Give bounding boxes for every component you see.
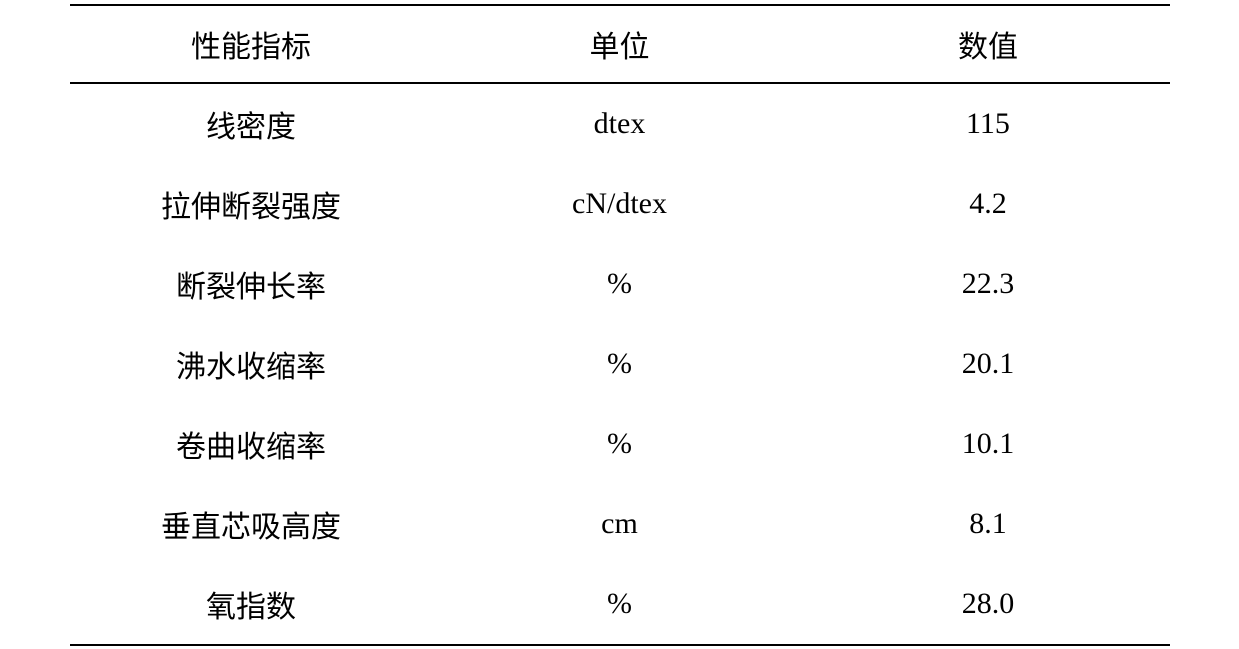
cell-value: 115 — [807, 83, 1170, 164]
cell-property: 沸水收缩率 — [70, 324, 433, 404]
cell-property: 卷曲收缩率 — [70, 404, 433, 484]
header-property: 性能指标 — [70, 5, 433, 83]
cell-value: 4.2 — [807, 164, 1170, 244]
table-row: 断裂伸长率 % 22.3 — [70, 244, 1170, 324]
header-unit: 单位 — [433, 5, 807, 83]
table-row: 垂直芯吸高度 cm 8.1 — [70, 484, 1170, 564]
table-header-row: 性能指标 单位 数值 — [70, 5, 1170, 83]
cell-unit: % — [433, 404, 807, 484]
cell-value: 10.1 — [807, 404, 1170, 484]
header-value: 数值 — [807, 5, 1170, 83]
properties-table-container: 性能指标 单位 数值 线密度 dtex 115 拉伸断裂强度 cN/dtex 4… — [70, 4, 1170, 646]
cell-value: 28.0 — [807, 564, 1170, 645]
table-row: 卷曲收缩率 % 10.1 — [70, 404, 1170, 484]
properties-table: 性能指标 单位 数值 线密度 dtex 115 拉伸断裂强度 cN/dtex 4… — [70, 4, 1170, 646]
cell-property: 断裂伸长率 — [70, 244, 433, 324]
cell-unit: % — [433, 244, 807, 324]
cell-property: 氧指数 — [70, 564, 433, 645]
cell-property: 拉伸断裂强度 — [70, 164, 433, 244]
cell-property: 垂直芯吸高度 — [70, 484, 433, 564]
cell-unit: % — [433, 564, 807, 645]
cell-unit: dtex — [433, 83, 807, 164]
cell-value: 22.3 — [807, 244, 1170, 324]
cell-property: 线密度 — [70, 83, 433, 164]
cell-unit: cm — [433, 484, 807, 564]
table-row: 线密度 dtex 115 — [70, 83, 1170, 164]
cell-unit: % — [433, 324, 807, 404]
cell-unit: cN/dtex — [433, 164, 807, 244]
cell-value: 8.1 — [807, 484, 1170, 564]
table-row: 拉伸断裂强度 cN/dtex 4.2 — [70, 164, 1170, 244]
cell-value: 20.1 — [807, 324, 1170, 404]
table-row: 沸水收缩率 % 20.1 — [70, 324, 1170, 404]
table-row: 氧指数 % 28.0 — [70, 564, 1170, 645]
